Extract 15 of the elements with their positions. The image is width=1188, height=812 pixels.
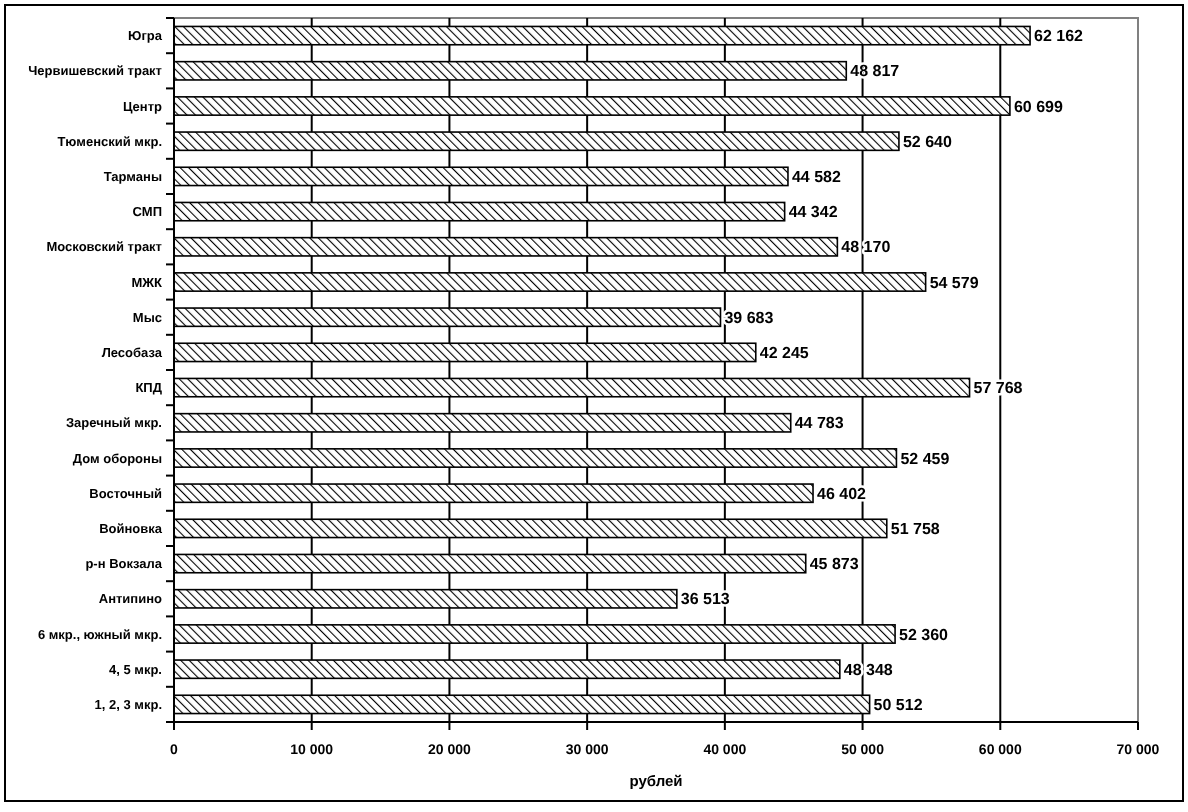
data-label: 62 162 xyxy=(1034,27,1085,46)
data-label: 48 348 xyxy=(843,660,894,679)
data-label: 42 245 xyxy=(759,344,810,362)
data-label: 52 360 xyxy=(899,625,950,644)
data-label: 60 699 xyxy=(1013,97,1064,116)
data-label: 50 512 xyxy=(873,696,924,714)
data-label: 52 459 xyxy=(900,449,951,468)
data-label: 45 873 xyxy=(809,555,860,574)
data-label: 44 783 xyxy=(794,414,845,433)
data-label: 48 170 xyxy=(841,238,892,257)
data-label: 52 640 xyxy=(902,132,953,151)
data-label: 54 579 xyxy=(929,273,980,292)
data-label: 44 342 xyxy=(788,203,839,222)
data-label: 44 582 xyxy=(791,168,842,186)
data-label: 51 758 xyxy=(890,520,941,538)
